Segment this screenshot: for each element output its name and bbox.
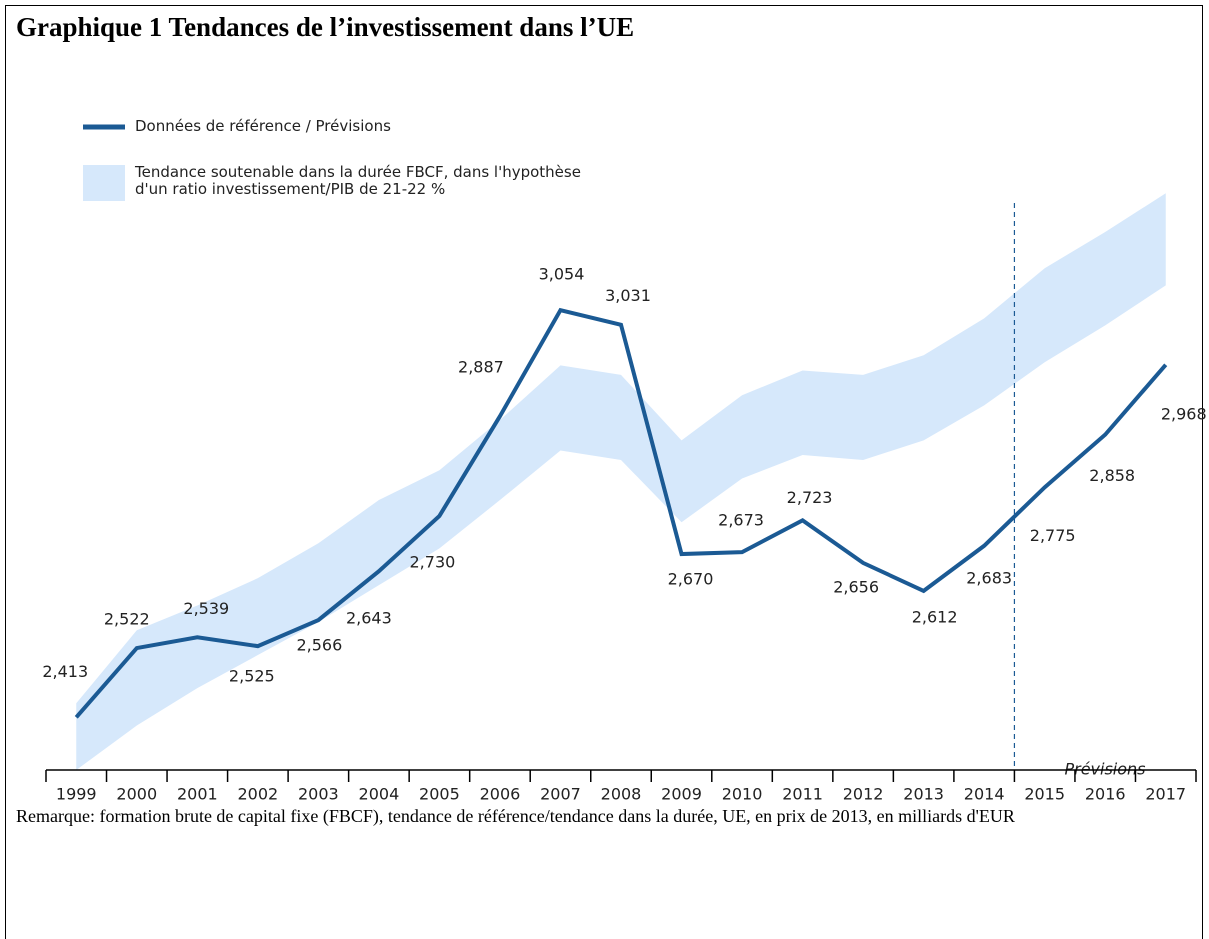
x-tick-label: 2004	[359, 785, 400, 804]
data-label: 3,054	[539, 265, 585, 284]
x-tick-label: 2010	[722, 785, 763, 804]
frame	[5, 5, 1203, 939]
x-tick-label: 2001	[177, 785, 218, 804]
data-label: 2,683	[966, 568, 1012, 587]
x-tick-label: 2000	[116, 785, 157, 804]
data-label: 2,525	[229, 667, 275, 686]
x-tick-label: 2002	[237, 785, 278, 804]
data-label: 2,968	[1161, 404, 1207, 423]
x-tick-label: 2008	[601, 785, 642, 804]
x-tick-label: 2006	[480, 785, 521, 804]
x-tick-label: 2013	[903, 785, 944, 804]
data-label: 2,612	[912, 607, 958, 626]
data-label: 2,643	[346, 609, 392, 628]
x-tick-label: 2014	[964, 785, 1005, 804]
legend-label: Données de référence / Prévisions	[135, 117, 391, 135]
x-tick-label: 2007	[540, 785, 581, 804]
data-label: 2,775	[1030, 526, 1076, 545]
x-tick-label: 2003	[298, 785, 339, 804]
x-tick-label: 2016	[1085, 785, 1126, 804]
data-label: 2,723	[787, 488, 833, 507]
data-label: 2,673	[718, 511, 764, 530]
data-label: 2,522	[104, 610, 150, 629]
x-tick-label: 1999	[56, 785, 97, 804]
data-label: 2,539	[183, 599, 229, 618]
data-label: 2,656	[833, 577, 879, 596]
x-tick-label: 2015	[1024, 785, 1065, 804]
data-label: 2,730	[410, 552, 456, 571]
legend-label: Tendance soutenable dans la durée FBCF, …	[135, 163, 581, 198]
data-label: 2,566	[296, 636, 342, 655]
legend-band	[83, 165, 125, 201]
x-tick-label: 2005	[419, 785, 460, 804]
data-label: 2,670	[668, 570, 714, 589]
line	[74, 307, 1168, 719]
x-tick-label: 2012	[843, 785, 884, 804]
data-label: 2,887	[458, 358, 504, 377]
data-label: 3,031	[605, 286, 651, 305]
note: Remarque: formation brute de capital fix…	[16, 806, 1015, 826]
data-label: 2,858	[1089, 466, 1135, 485]
x-tick-label: 2017	[1145, 785, 1186, 804]
chart-title: Graphique 1 Tendances de l’investissemen…	[16, 12, 635, 42]
x-tick-label: 2009	[661, 785, 702, 804]
annotation: Prévisions	[1064, 760, 1145, 779]
x-tick-label: 2011	[782, 785, 823, 804]
data-label: 2,413	[42, 662, 88, 681]
